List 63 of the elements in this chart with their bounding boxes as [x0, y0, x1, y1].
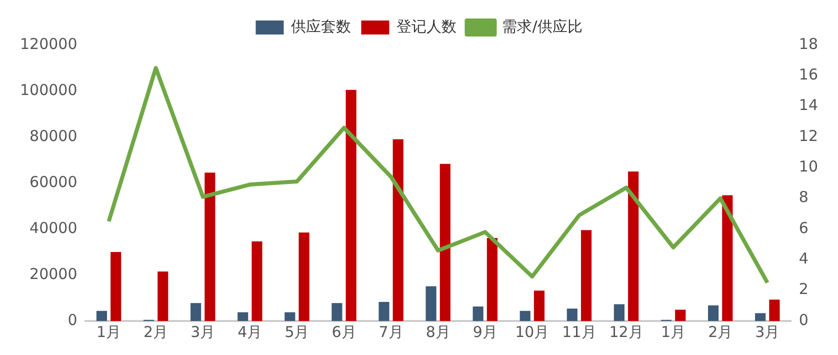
- y2-tick-label: 14: [798, 96, 818, 114]
- y2-tick-label: 4: [798, 250, 808, 268]
- x-tick-label: 8月: [426, 322, 450, 341]
- bar: [708, 305, 719, 321]
- bar: [722, 195, 733, 321]
- bar: [520, 310, 530, 321]
- x-tick-label: 4月: [238, 322, 262, 341]
- bar: [675, 310, 686, 321]
- bar: [392, 139, 404, 321]
- bar: [332, 303, 342, 321]
- y-tick-label: 60000: [30, 172, 78, 191]
- bar: [472, 306, 484, 321]
- bar: [566, 308, 578, 321]
- bar: [110, 252, 122, 321]
- legend-label: 需求/供应比: [502, 17, 582, 36]
- bar: [204, 172, 216, 321]
- y2-tick-label: 10: [798, 158, 818, 176]
- y-tick-label: 100000: [20, 80, 78, 99]
- y2-tick-label: 6: [798, 218, 808, 237]
- bar: [755, 313, 766, 321]
- bar: [534, 290, 545, 321]
- y2-tick-label: 0: [798, 310, 808, 329]
- x-tick-label: 9月: [472, 322, 498, 341]
- x-tick-label: 1月: [661, 322, 686, 341]
- x-tick-label: 5月: [284, 322, 310, 341]
- y-tick-label: 0: [68, 310, 78, 329]
- y-tick-label: 20000: [30, 264, 78, 283]
- bar: [628, 172, 639, 321]
- x-tick-label: 1月: [96, 322, 122, 341]
- legend-label: 登记人数: [396, 17, 457, 36]
- bar: [190, 303, 202, 321]
- bar: [378, 302, 390, 321]
- x-tick-label: 12月: [609, 322, 644, 341]
- bar: [486, 238, 498, 321]
- y2-tick-label: 8: [798, 188, 808, 206]
- bar: [238, 312, 248, 321]
- bar: [252, 241, 262, 321]
- bar: [614, 304, 624, 321]
- x-tick-label: 10月: [515, 322, 550, 341]
- x-tick-label: 2月: [144, 322, 168, 341]
- legend-label: 供应套数: [291, 17, 352, 36]
- x-tick-label: 11月: [562, 322, 596, 341]
- bar: [284, 312, 296, 321]
- bar: [298, 232, 310, 321]
- bar: [440, 164, 450, 321]
- x-tick-label: 2月: [708, 322, 733, 341]
- bar: [346, 90, 356, 321]
- y2-tick-label: 2: [798, 280, 808, 298]
- y2-tick-label: 18: [798, 34, 818, 53]
- bar: [426, 286, 436, 321]
- y2-tick-label: 16: [798, 66, 818, 84]
- bar: [96, 310, 108, 321]
- y2-tick-label: 12: [798, 126, 818, 145]
- y-tick-label: 40000: [30, 218, 78, 237]
- x-tick-label: 3月: [190, 322, 216, 341]
- y-tick-label: 80000: [30, 126, 78, 145]
- x-tick-label: 7月: [378, 322, 404, 341]
- bar: [769, 300, 780, 321]
- bar: [158, 272, 168, 321]
- bar: [580, 230, 592, 321]
- x-tick-label: 3月: [755, 322, 780, 341]
- y-tick-label: 120000: [20, 34, 78, 53]
- x-tick-label: 6月: [332, 322, 356, 341]
